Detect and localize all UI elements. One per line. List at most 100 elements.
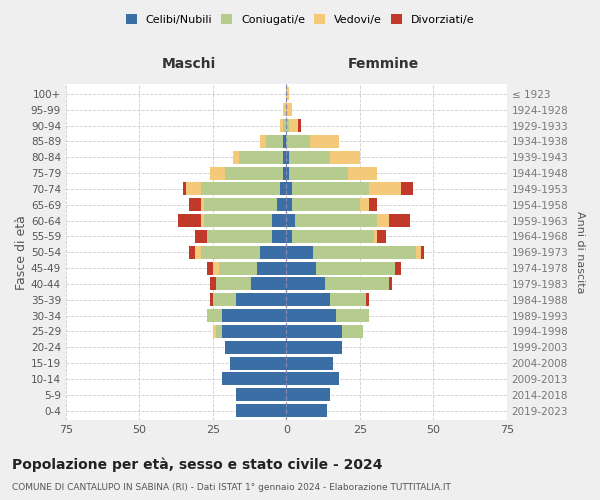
Bar [289,151,331,164]
Bar [286,356,334,370]
Bar [277,198,286,211]
Bar [195,246,201,259]
Bar [292,230,374,243]
Bar [286,372,339,386]
Bar [272,214,286,227]
Bar [331,294,365,306]
Bar [286,325,342,338]
Bar [236,294,286,306]
Bar [395,262,401,274]
Bar [360,198,368,211]
Bar [213,294,236,306]
Bar [421,246,424,259]
Y-axis label: Fasce di età: Fasce di età [15,215,28,290]
Bar [190,246,195,259]
Bar [221,372,286,386]
Bar [286,262,316,274]
Bar [213,262,219,274]
Bar [331,151,360,164]
Bar [195,230,207,243]
Bar [224,341,286,354]
Bar [377,230,386,243]
Bar [389,278,392,290]
Bar [224,166,283,179]
Bar [374,230,377,243]
Bar [210,278,216,290]
Bar [207,262,213,274]
Bar [204,214,272,227]
Bar [292,182,368,196]
Bar [251,278,286,290]
Bar [368,198,377,211]
Y-axis label: Anni di nascita: Anni di nascita [575,211,585,294]
Bar [286,182,292,196]
Bar [239,151,283,164]
Bar [310,135,339,148]
Bar [257,262,286,274]
Bar [272,230,286,243]
Bar [283,119,286,132]
Bar [286,230,292,243]
Bar [336,309,368,322]
Bar [342,325,363,338]
Bar [210,166,224,179]
Bar [286,198,292,211]
Bar [389,214,410,227]
Bar [221,325,286,338]
Bar [416,246,421,259]
Bar [216,278,251,290]
Bar [298,119,301,132]
Bar [286,88,289,101]
Bar [190,198,201,211]
Bar [348,166,377,179]
Bar [286,103,292,116]
Bar [401,182,413,196]
Bar [286,119,289,132]
Bar [216,325,221,338]
Bar [201,214,204,227]
Bar [283,151,286,164]
Text: COMUNE DI CANTALUPO IN SABINA (RI) - Dati ISTAT 1° gennaio 2024 - Elaborazione T: COMUNE DI CANTALUPO IN SABINA (RI) - Dat… [12,484,451,492]
Bar [289,119,298,132]
Bar [201,246,260,259]
Bar [286,166,289,179]
Bar [201,198,204,211]
Bar [201,182,280,196]
Bar [286,294,331,306]
Bar [286,388,331,402]
Bar [377,214,389,227]
Bar [184,182,187,196]
Bar [286,404,328,417]
Bar [368,182,401,196]
Bar [286,246,313,259]
Bar [236,388,286,402]
Bar [365,294,368,306]
Bar [286,151,289,164]
Legend: Celibi/Nubili, Coniugati/e, Vedovi/e, Divorziati/e: Celibi/Nubili, Coniugati/e, Vedovi/e, Di… [122,10,478,28]
Bar [204,198,277,211]
Bar [325,278,389,290]
Bar [280,182,286,196]
Bar [286,309,336,322]
Bar [283,103,286,116]
Bar [280,119,283,132]
Bar [213,325,216,338]
Bar [266,135,283,148]
Bar [286,278,325,290]
Bar [178,214,201,227]
Bar [286,214,295,227]
Text: Femmine: Femmine [347,57,419,71]
Bar [283,135,286,148]
Bar [289,166,348,179]
Bar [286,341,342,354]
Text: Popolazione per età, sesso e stato civile - 2024: Popolazione per età, sesso e stato civil… [12,458,383,472]
Bar [286,135,310,148]
Bar [230,356,286,370]
Bar [260,246,286,259]
Bar [236,404,286,417]
Bar [221,309,286,322]
Bar [260,135,266,148]
Bar [233,151,239,164]
Bar [219,262,257,274]
Bar [295,214,377,227]
